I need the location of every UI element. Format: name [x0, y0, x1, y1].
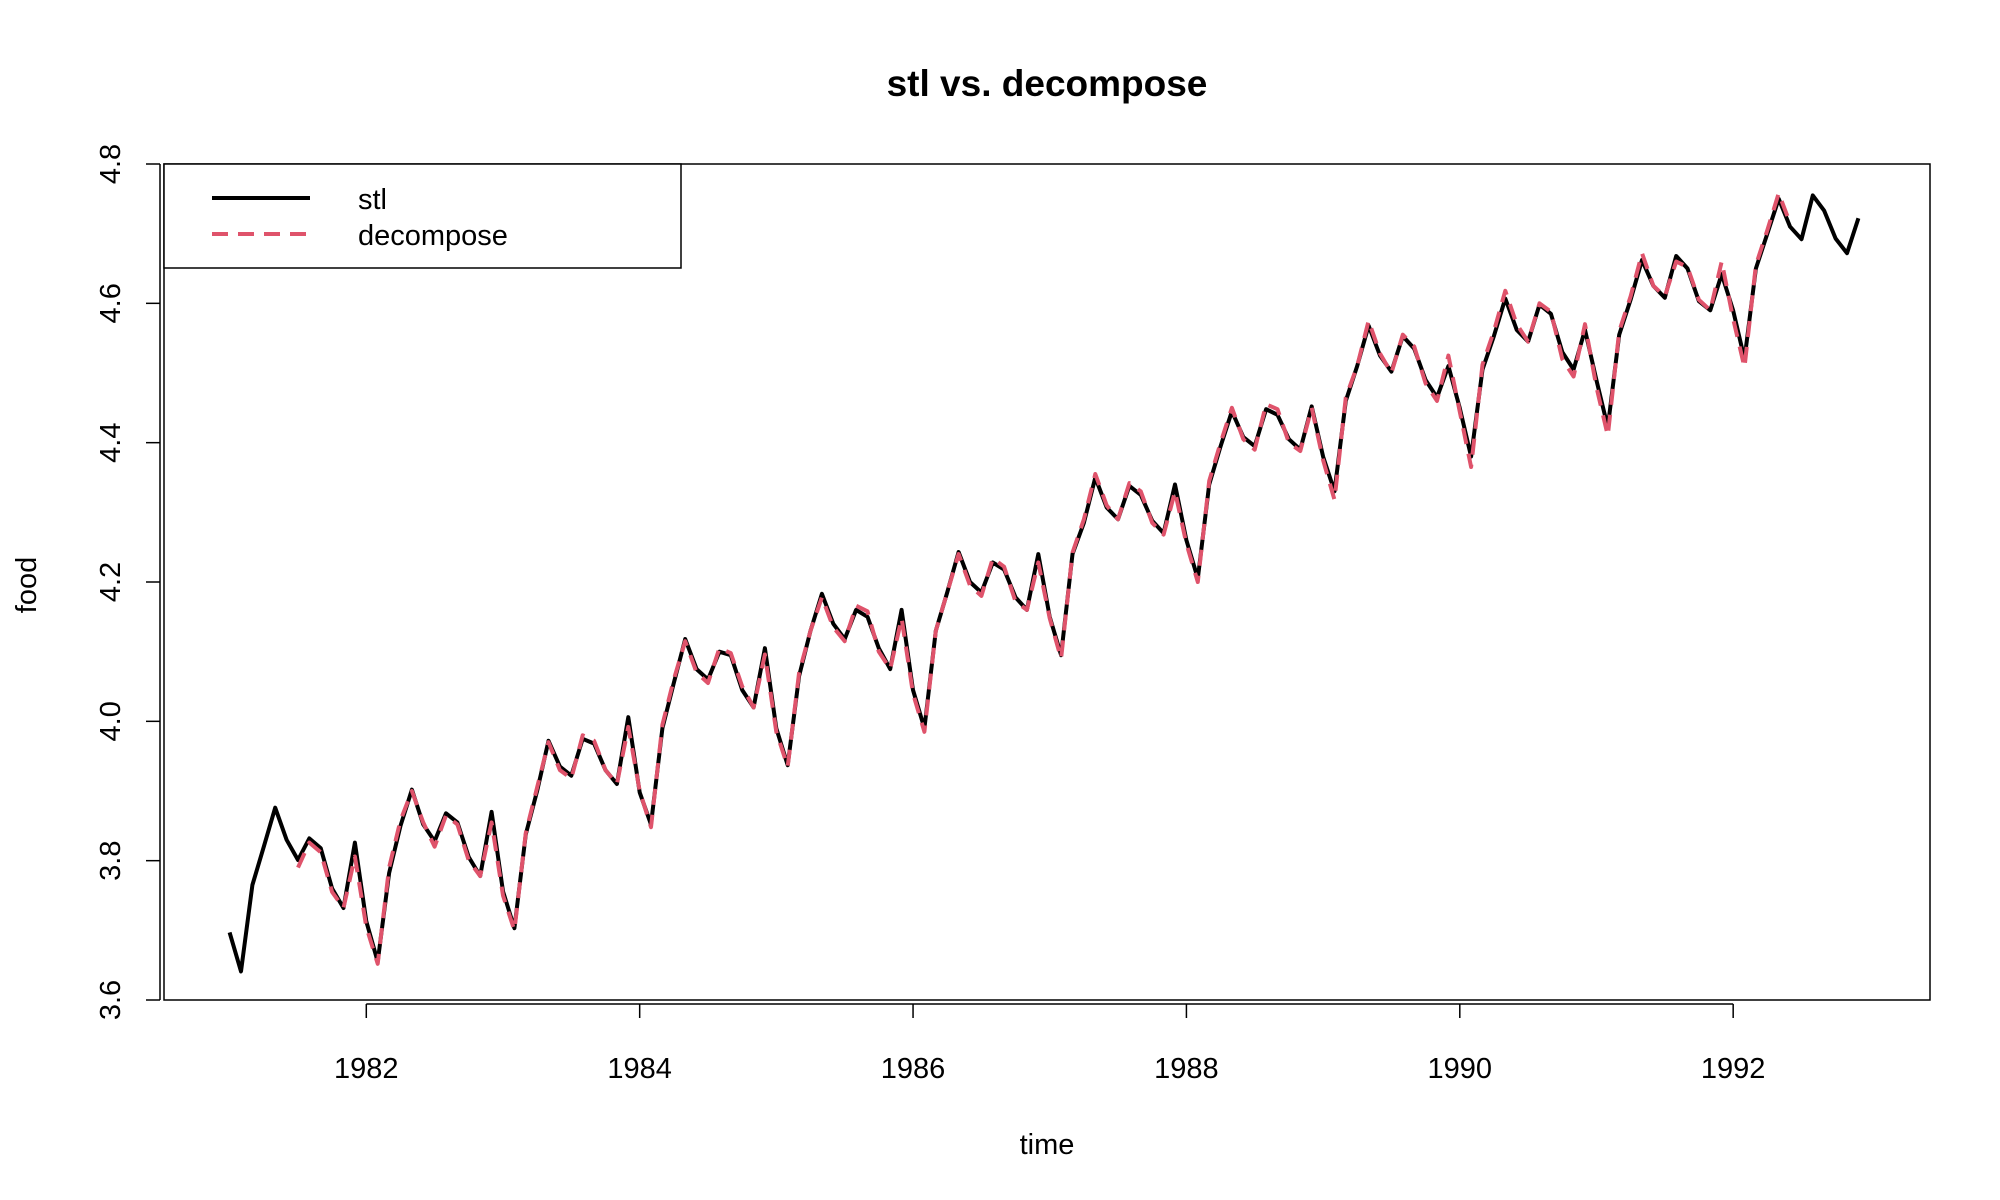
y-axis-label: food — [11, 557, 43, 613]
y-tick-label: 3.8 — [95, 841, 127, 881]
series-line-decompose — [296, 191, 1792, 966]
y-tick-label: 3.6 — [95, 980, 127, 1020]
x-tick-label: 1984 — [607, 1053, 672, 1085]
legend-frame — [163, 163, 682, 269]
x-tick-label: 1986 — [881, 1053, 946, 1085]
plot-area-frame — [163, 163, 1931, 1001]
y-tick-label: 4.6 — [95, 283, 127, 323]
x-tick-label: 1982 — [334, 1053, 399, 1085]
y-tick-label: 4.4 — [95, 423, 127, 463]
legend: stl decompose — [163, 163, 682, 269]
x-tick-label: 1992 — [1701, 1053, 1766, 1085]
x-tick-label: 1988 — [1154, 1053, 1219, 1085]
legend-label-decompose: decompose — [358, 220, 508, 252]
y-tick-label: 4.8 — [95, 144, 127, 184]
x-axis-label: time — [1020, 1129, 1075, 1161]
x-axis: 1982 1984 1986 1988 1990 1992 — [334, 1003, 1766, 1085]
y-tick-label: 4.2 — [95, 562, 127, 602]
x-tick-label: 1990 — [1428, 1053, 1493, 1085]
series-layer — [227, 191, 1861, 974]
y-axis: 3.6 3.8 4.0 4.2 4.4 4.6 4.8 — [95, 144, 161, 1020]
legend-label-stl: stl — [358, 184, 387, 216]
chart-title: stl vs. decompose — [887, 63, 1208, 104]
y-tick-label: 4.0 — [95, 701, 127, 741]
